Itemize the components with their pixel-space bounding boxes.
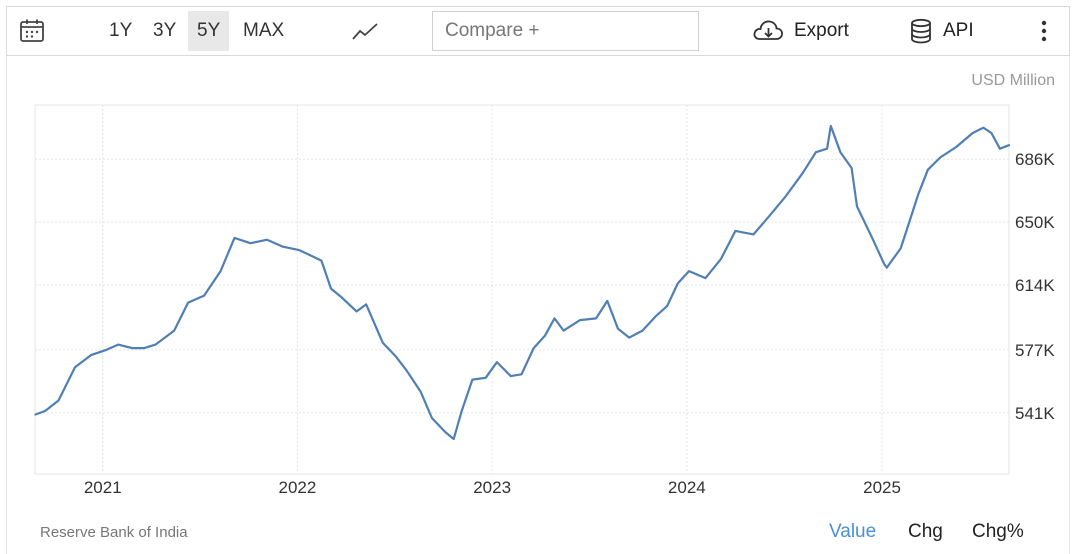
more-vertical-icon — [1041, 20, 1047, 42]
chart-toolbar: 1Y 3Y 5Y MAX Compare + Export API — [6, 6, 1070, 56]
tab-chg-percent[interactable]: Chg% — [972, 521, 1024, 542]
range-5y-button[interactable]: 5Y — [188, 11, 230, 51]
export-label: Export — [794, 20, 849, 41]
database-icon — [911, 18, 931, 44]
compare-input[interactable]: Compare + — [432, 11, 699, 51]
source-label: Reserve Bank of India — [40, 524, 188, 541]
chart-type-button[interactable] — [352, 7, 378, 55]
range-3y-button[interactable]: 3Y — [153, 20, 177, 41]
line-chart-icon — [352, 23, 378, 40]
x-tick-label: 2021 — [84, 478, 122, 497]
more-options-button[interactable] — [1039, 7, 1049, 55]
unit-label: USD Million — [971, 72, 1055, 89]
range-max-button[interactable]: MAX — [243, 20, 285, 41]
x-tick-label: 2025 — [863, 478, 901, 497]
tab-chg[interactable]: Chg — [908, 521, 943, 542]
x-tick-label: 2024 — [668, 478, 706, 497]
tab-value[interactable]: Value — [829, 521, 877, 542]
series-line — [34, 124, 1011, 441]
calendar-button[interactable] — [19, 7, 45, 55]
api-button[interactable]: API — [909, 7, 974, 55]
range-1y-button[interactable]: 1Y — [109, 20, 133, 41]
calendar-icon — [20, 19, 44, 42]
y-tick-label: 541K — [1015, 404, 1055, 423]
x-tick-label: 2023 — [473, 478, 511, 497]
cloud-download-icon — [753, 20, 783, 40]
chart-panel — [6, 56, 1070, 554]
plot-frame — [34, 104, 1010, 475]
x-tick-label: 2022 — [279, 478, 317, 497]
y-tick-label: 686K — [1015, 150, 1055, 169]
export-button[interactable]: Export — [752, 7, 849, 55]
y-tick-label: 614K — [1015, 276, 1055, 295]
y-tick-label: 577K — [1015, 341, 1055, 360]
api-label: API — [943, 20, 974, 41]
y-tick-label: 650K — [1015, 213, 1055, 232]
